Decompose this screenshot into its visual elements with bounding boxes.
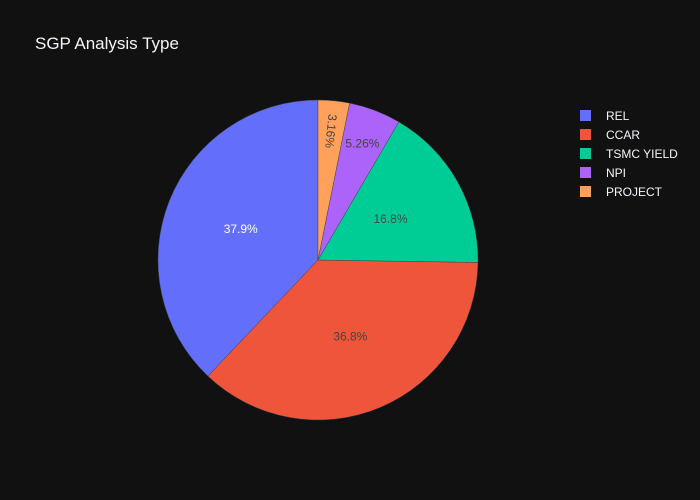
pie-slice-ccar[interactable] (207, 259, 479, 421)
legend-label-rel: REL (606, 108, 630, 123)
pie-label-ccar: 36.8% (333, 330, 367, 344)
pie-label-npi: 5.26% (345, 136, 379, 150)
legend-swatch-project (580, 186, 591, 197)
legend: REL CCAR TSMC YIELD NPI PROJECT (580, 106, 678, 201)
chart-title: SGP Analysis Type (35, 34, 179, 53)
pie-label-rel: 37.9% (224, 222, 258, 236)
pie-slice-tsmc-yield[interactable] (317, 121, 479, 263)
pie-label-tsmc-yield: 16.8% (373, 212, 407, 226)
legend-item-rel[interactable]: REL (580, 106, 678, 125)
legend-swatch-ccar (580, 129, 591, 140)
legend-label-npi: NPI (606, 165, 627, 180)
pie-slice-project[interactable] (317, 99, 350, 261)
legend-label-ccar: CCAR (606, 127, 641, 142)
legend-item-ccar[interactable]: CCAR (580, 125, 678, 144)
pie-slice-rel[interactable] (157, 99, 319, 377)
legend-item-project[interactable]: PROJECT (580, 182, 678, 201)
legend-swatch-tsmc-yield (580, 148, 591, 159)
legend-item-tsmc-yield[interactable]: TSMC YIELD (580, 144, 678, 163)
legend-swatch-rel (580, 110, 591, 121)
legend-item-npi[interactable]: NPI (580, 163, 678, 182)
legend-swatch-npi (580, 167, 591, 178)
legend-label-tsmc-yield: TSMC YIELD (606, 146, 678, 161)
legend-label-project: PROJECT (606, 184, 663, 199)
pie-label-project: 3.16% (322, 113, 339, 149)
